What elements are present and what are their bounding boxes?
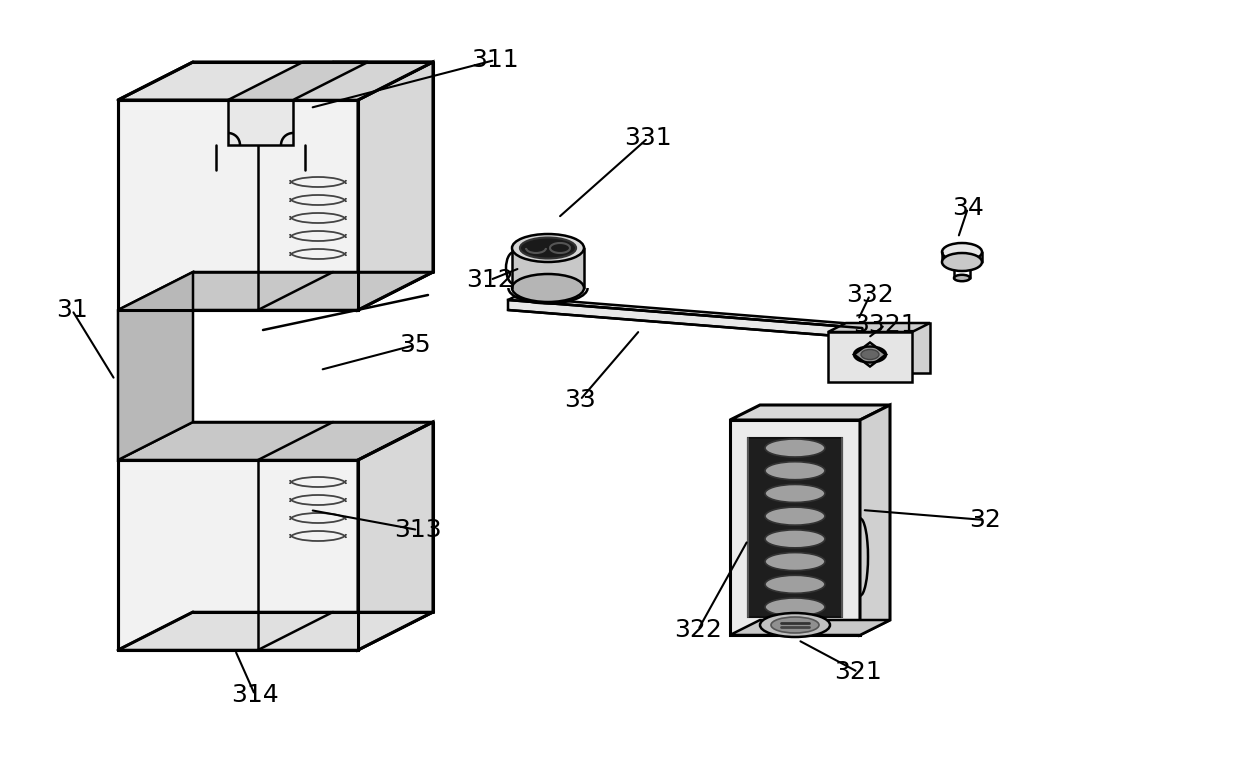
- Text: 321: 321: [835, 660, 882, 684]
- Text: 311: 311: [471, 48, 518, 72]
- Text: 3321: 3321: [853, 313, 916, 337]
- Text: 34: 34: [952, 196, 983, 220]
- Polygon shape: [118, 100, 358, 310]
- Ellipse shape: [765, 575, 825, 594]
- Ellipse shape: [765, 461, 825, 480]
- Polygon shape: [730, 420, 861, 635]
- Text: 32: 32: [970, 508, 1001, 532]
- Ellipse shape: [512, 234, 584, 262]
- Ellipse shape: [771, 617, 818, 633]
- Polygon shape: [861, 405, 890, 635]
- Polygon shape: [828, 323, 930, 332]
- Text: 332: 332: [846, 283, 894, 307]
- Polygon shape: [828, 332, 911, 382]
- Ellipse shape: [942, 243, 982, 261]
- Polygon shape: [118, 612, 433, 650]
- Ellipse shape: [512, 274, 584, 302]
- Ellipse shape: [765, 598, 825, 616]
- Text: 314: 314: [231, 683, 279, 707]
- Text: 322: 322: [675, 618, 722, 642]
- Polygon shape: [118, 272, 193, 460]
- Polygon shape: [228, 62, 368, 100]
- Polygon shape: [748, 438, 842, 617]
- Polygon shape: [228, 100, 293, 145]
- Ellipse shape: [942, 253, 982, 271]
- Ellipse shape: [765, 530, 825, 548]
- Text: 31: 31: [56, 298, 88, 322]
- Ellipse shape: [954, 275, 970, 281]
- Ellipse shape: [765, 439, 825, 457]
- Ellipse shape: [854, 347, 887, 362]
- Text: 313: 313: [394, 518, 441, 542]
- Polygon shape: [118, 272, 433, 310]
- Polygon shape: [258, 62, 433, 100]
- Polygon shape: [846, 323, 930, 373]
- Ellipse shape: [520, 238, 577, 258]
- Text: 35: 35: [399, 333, 430, 357]
- Ellipse shape: [861, 349, 879, 359]
- Polygon shape: [118, 460, 358, 650]
- Polygon shape: [358, 422, 433, 650]
- Polygon shape: [730, 620, 890, 635]
- Text: 33: 33: [564, 388, 596, 412]
- Polygon shape: [512, 248, 584, 288]
- Ellipse shape: [765, 507, 825, 525]
- Polygon shape: [118, 422, 433, 460]
- Text: 331: 331: [624, 126, 672, 150]
- Ellipse shape: [765, 553, 825, 571]
- Polygon shape: [730, 405, 890, 420]
- Polygon shape: [508, 297, 868, 328]
- Polygon shape: [508, 300, 862, 338]
- Ellipse shape: [765, 484, 825, 502]
- Polygon shape: [358, 62, 433, 310]
- Polygon shape: [118, 62, 433, 100]
- Text: 312: 312: [466, 268, 513, 292]
- Polygon shape: [942, 252, 982, 262]
- Ellipse shape: [760, 613, 830, 637]
